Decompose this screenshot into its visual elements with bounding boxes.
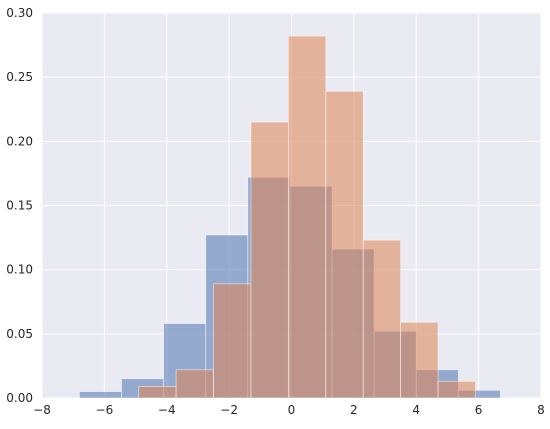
- y-tick-label: 0.05: [6, 327, 33, 341]
- x-tick-label: 8: [537, 403, 545, 417]
- x-tick-label: −6: [96, 403, 114, 417]
- histogram-bar: [325, 90, 364, 399]
- histogram-bar: [437, 380, 476, 399]
- histogram-series-2: [138, 35, 476, 399]
- histogram-bar: [213, 283, 252, 399]
- y-tick-label: 0.00: [6, 391, 33, 405]
- x-tick-label: 6: [475, 403, 483, 417]
- y-tick-label: 0.20: [6, 134, 33, 148]
- x-tick-label: 2: [350, 403, 358, 417]
- x-axis-tick-labels: −8 −6 −4 −2 0 2 4 6 8: [33, 403, 545, 417]
- histogram-bar: [362, 239, 402, 399]
- histogram-bar: [175, 369, 214, 399]
- x-tick-label: 4: [412, 403, 420, 417]
- y-tick-label: 0.30: [6, 6, 33, 20]
- histogram-bar: [287, 35, 327, 399]
- x-tick-label: −8: [33, 403, 51, 417]
- histogram-bar: [79, 391, 122, 399]
- x-tick-label: 0: [288, 403, 296, 417]
- x-tick-label: −2: [220, 403, 238, 417]
- y-tick-label: 0.15: [6, 199, 33, 213]
- y-tick-label: 0.25: [6, 70, 33, 84]
- histogram-bar: [138, 386, 177, 399]
- histogram-bar: [400, 321, 439, 399]
- x-tick-label: −4: [158, 403, 176, 417]
- histogram-bars: [79, 35, 501, 399]
- y-axis-tick-labels: 0.00 0.05 0.10 0.15 0.20 0.25 0.30: [6, 6, 33, 405]
- y-tick-label: 0.10: [6, 263, 33, 277]
- histogram-bar: [250, 121, 289, 399]
